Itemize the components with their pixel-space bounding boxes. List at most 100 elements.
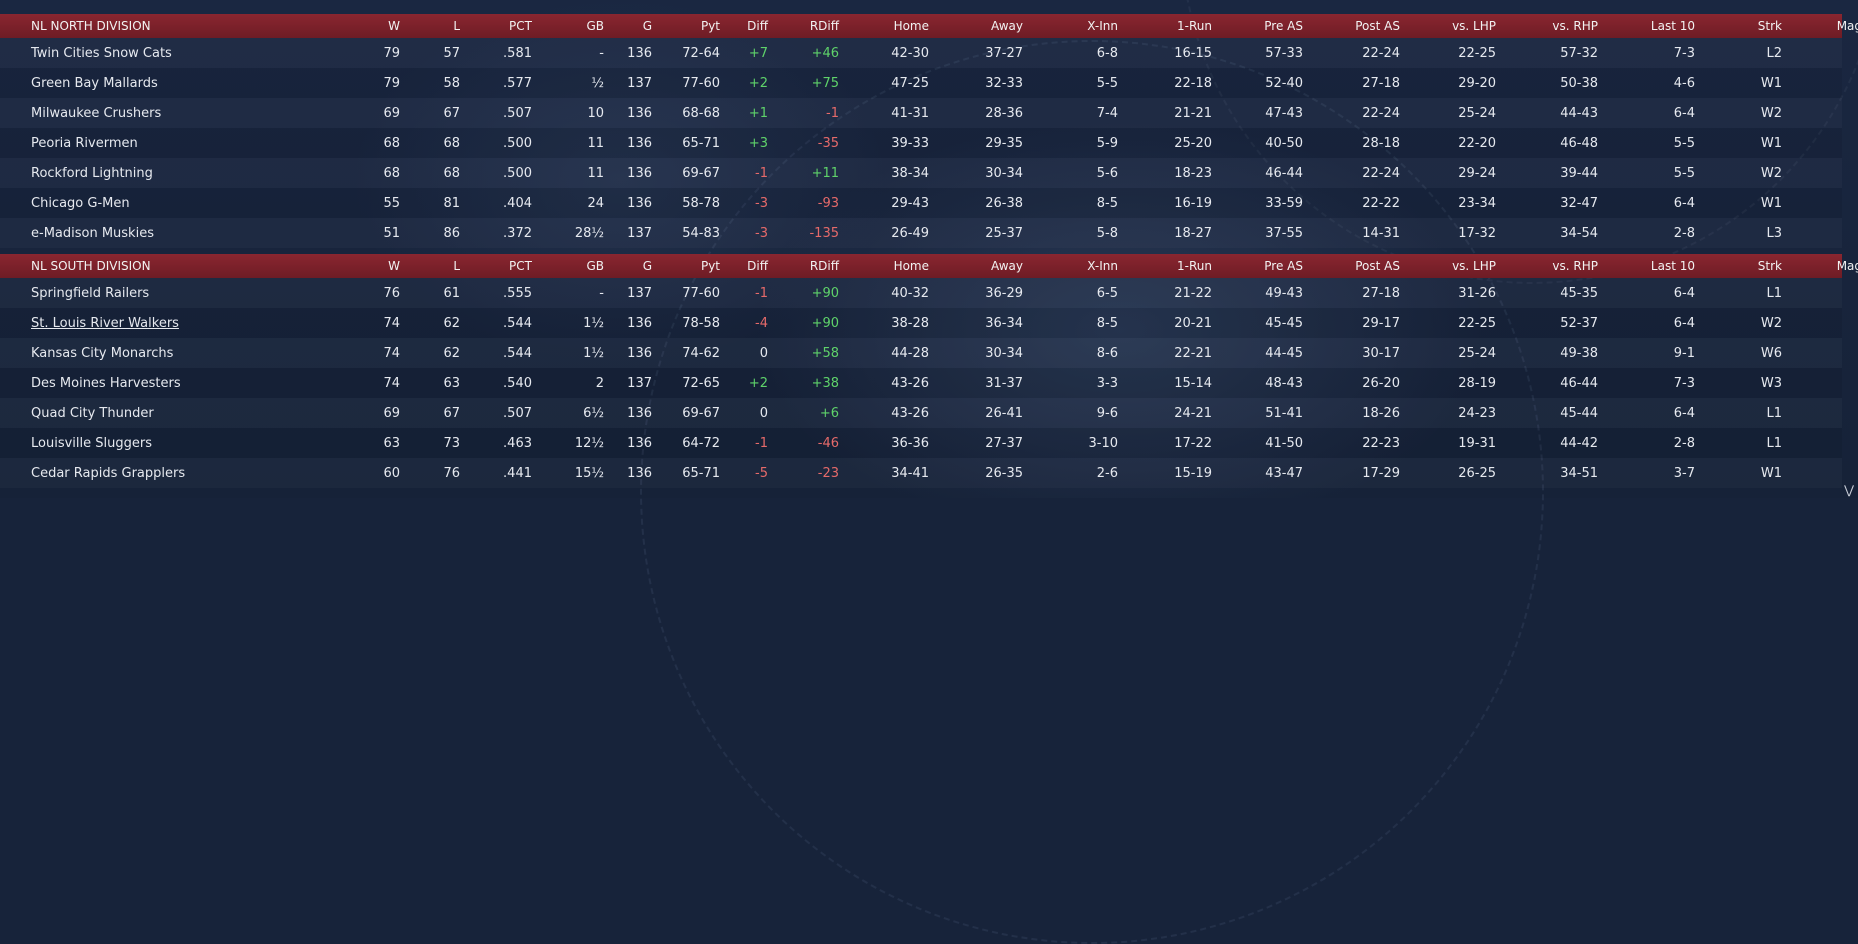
column-header-post-allstar-record[interactable]: Post AS bbox=[1355, 19, 1400, 33]
table-row[interactable]: Twin Cities Snow Cats 79 57 .581 - 136 72-64 +7… bbox=[0, 38, 1842, 68]
column-header-pythag-record[interactable]: Pyt bbox=[700, 19, 720, 33]
column-header-magic-number[interactable]: Magic# bbox=[1836, 19, 1858, 33]
wins: 69 bbox=[383, 105, 400, 121]
last-10-record: 6-4 bbox=[1673, 195, 1695, 211]
team-name[interactable]: Green Bay Mallards bbox=[31, 75, 158, 91]
column-header-games-back[interactable]: GB bbox=[586, 259, 604, 273]
column-header-win-pct[interactable]: PCT bbox=[509, 259, 532, 273]
streak: L2 bbox=[1766, 45, 1782, 61]
pythag-record: 74-62 bbox=[682, 345, 720, 361]
column-header-games-played[interactable]: G bbox=[642, 259, 652, 273]
table-row[interactable]: Quad City Thunder 69 67 .507 6½ 136 69-67 0 +6 43… bbox=[0, 398, 1842, 428]
column-header-losses[interactable]: L bbox=[453, 259, 460, 273]
team-name[interactable]: Louisville Sluggers bbox=[31, 435, 152, 451]
column-header-last-10-record[interactable]: Last 10 bbox=[1650, 19, 1695, 33]
wins: 76 bbox=[383, 285, 400, 301]
vs-lhp-record: 22-25 bbox=[1458, 315, 1496, 331]
wins: 55 bbox=[383, 195, 400, 211]
column-header-pre-allstar-record[interactable]: Pre AS bbox=[1264, 259, 1303, 273]
run-diff: +38 bbox=[811, 375, 839, 391]
table-row[interactable]: Peoria Rivermen 68 68 .500 11 136 65-71 +3 -35 39… bbox=[0, 128, 1842, 158]
column-header-streak[interactable]: Strk bbox=[1757, 259, 1782, 273]
column-header-pythag-diff[interactable]: Diff bbox=[747, 19, 768, 33]
division-name: NL NORTH DIVISION bbox=[31, 19, 151, 33]
team-name[interactable]: Twin Cities Snow Cats bbox=[31, 45, 172, 61]
column-header-extra-innings-record[interactable]: X-Inn bbox=[1087, 259, 1118, 273]
column-header-games-back[interactable]: GB bbox=[586, 19, 604, 33]
team-name[interactable]: Kansas City Monarchs bbox=[31, 345, 174, 361]
column-header-vs-lhp-record[interactable]: vs. LHP bbox=[1452, 19, 1496, 33]
away-record: 36-34 bbox=[985, 315, 1023, 331]
table-row[interactable]: Chicago G-Men 55 81 .404 24 136 58-78 -3 -93 29-4… bbox=[0, 188, 1842, 218]
column-header-last-10-record[interactable]: Last 10 bbox=[1650, 259, 1695, 273]
vs-rhp-record: 44-43 bbox=[1560, 105, 1598, 121]
column-header-run-diff[interactable]: RDiff bbox=[809, 259, 839, 273]
pre-allstar-record: 48-43 bbox=[1265, 375, 1303, 391]
pythag-diff: -3 bbox=[755, 195, 768, 211]
away-record: 27-37 bbox=[985, 435, 1023, 451]
pythag-diff: -5 bbox=[755, 465, 768, 481]
table-row[interactable]: St. Louis River Walkers 74 62 .544 1½ 136 78-5… bbox=[0, 308, 1842, 338]
column-header-away-record[interactable]: Away bbox=[991, 19, 1023, 33]
column-header-pythag-record[interactable]: Pyt bbox=[700, 259, 720, 273]
column-header-vs-rhp-record[interactable]: vs. RHP bbox=[1552, 19, 1598, 33]
column-header-losses[interactable]: L bbox=[453, 19, 460, 33]
column-header-vs-lhp-record[interactable]: vs. LHP bbox=[1452, 259, 1496, 273]
table-row[interactable]: Des Moines Harvesters 74 63 .540 2 137 72-65 +2… bbox=[0, 368, 1842, 398]
team-name[interactable]: Des Moines Harvesters bbox=[31, 375, 181, 391]
team-name[interactable]: Chicago G-Men bbox=[31, 195, 130, 211]
column-header-home-record[interactable]: Home bbox=[893, 19, 929, 33]
pythag-diff: -3 bbox=[755, 225, 768, 241]
column-header-magic-number[interactable]: Magic# bbox=[1836, 259, 1858, 273]
pythag-diff: -1 bbox=[755, 435, 768, 451]
table-row[interactable]: Kansas City Monarchs 74 62 .544 1½ 136 74-62 0 +… bbox=[0, 338, 1842, 368]
table-row[interactable]: Springfield Railers 76 61 .555 - 137 77-60 -1 +9… bbox=[0, 278, 1842, 308]
column-header-win-pct[interactable]: PCT bbox=[509, 19, 532, 33]
games-back: 6½ bbox=[583, 405, 604, 421]
column-header-one-run-record[interactable]: 1-Run bbox=[1177, 19, 1212, 33]
streak: W1 bbox=[1760, 75, 1782, 91]
column-header-post-allstar-record[interactable]: Post AS bbox=[1355, 259, 1400, 273]
column-header-pythag-diff[interactable]: Diff bbox=[747, 259, 768, 273]
column-header-streak[interactable]: Strk bbox=[1757, 19, 1782, 33]
team-name[interactable]: e-Madison Muskies bbox=[31, 225, 154, 241]
extra-innings-record: 8-5 bbox=[1096, 315, 1118, 331]
scroll-down-icon[interactable]: ⋁ bbox=[1844, 483, 1854, 497]
table-row[interactable]: Louisville Sluggers 63 73 .463 12½ 136 64-72 -1… bbox=[0, 428, 1842, 458]
team-name[interactable]: Peoria Rivermen bbox=[31, 135, 138, 151]
table-row[interactable]: Green Bay Mallards 79 58 .577 ½ 137 77-60 +2 +75… bbox=[0, 68, 1842, 98]
column-header-wins[interactable]: W bbox=[388, 19, 400, 33]
post-allstar-record: 27-18 bbox=[1362, 75, 1400, 91]
column-header-run-diff[interactable]: RDiff bbox=[809, 19, 839, 33]
games-played: 136 bbox=[627, 195, 652, 211]
table-row[interactable]: e-Madison Muskies 51 86 .372 28½ 137 54-83 -3 -1… bbox=[0, 218, 1842, 248]
team-name[interactable]: Quad City Thunder bbox=[31, 405, 154, 421]
streak: L1 bbox=[1766, 405, 1782, 421]
column-header-pre-allstar-record[interactable]: Pre AS bbox=[1264, 19, 1303, 33]
post-allstar-record: 30-17 bbox=[1362, 345, 1400, 361]
extra-innings-record: 2-6 bbox=[1096, 465, 1118, 481]
team-name[interactable]: Rockford Lightning bbox=[31, 165, 153, 181]
column-header-home-record[interactable]: Home bbox=[893, 259, 929, 273]
table-row[interactable]: Milwaukee Crushers 69 67 .507 10 136 68-68 +1 -1… bbox=[0, 98, 1842, 128]
one-run-record: 15-14 bbox=[1174, 375, 1212, 391]
team-name[interactable]: Milwaukee Crushers bbox=[31, 105, 162, 121]
column-header-extra-innings-record[interactable]: X-Inn bbox=[1087, 19, 1118, 33]
vs-lhp-record: 24-23 bbox=[1458, 405, 1496, 421]
division-header: NL NORTH DIVISION W L PCT GB G Pyt Diff RDiff Hom… bbox=[0, 14, 1858, 38]
team-name[interactable]: Cedar Rapids Grapplers bbox=[31, 465, 186, 481]
column-header-vs-rhp-record[interactable]: vs. RHP bbox=[1552, 259, 1598, 273]
column-header-wins[interactable]: W bbox=[388, 259, 400, 273]
pythag-diff: +3 bbox=[748, 135, 768, 151]
games-back: 1½ bbox=[583, 345, 604, 361]
column-header-away-record[interactable]: Away bbox=[991, 259, 1023, 273]
team-name[interactable]: Springfield Railers bbox=[31, 285, 150, 301]
pythag-diff: 0 bbox=[759, 405, 768, 421]
team-name[interactable]: St. Louis River Walkers bbox=[31, 315, 179, 331]
games-played: 136 bbox=[627, 345, 652, 361]
table-row[interactable]: Cedar Rapids Grapplers 60 76 .441 15½ 136 65-7… bbox=[0, 458, 1842, 488]
table-row[interactable]: Rockford Lightning 68 68 .500 11 136 69-67 -1 +1… bbox=[0, 158, 1842, 188]
last-10-record: 6-4 bbox=[1673, 315, 1695, 331]
column-header-one-run-record[interactable]: 1-Run bbox=[1177, 259, 1212, 273]
column-header-games-played[interactable]: G bbox=[642, 19, 652, 33]
